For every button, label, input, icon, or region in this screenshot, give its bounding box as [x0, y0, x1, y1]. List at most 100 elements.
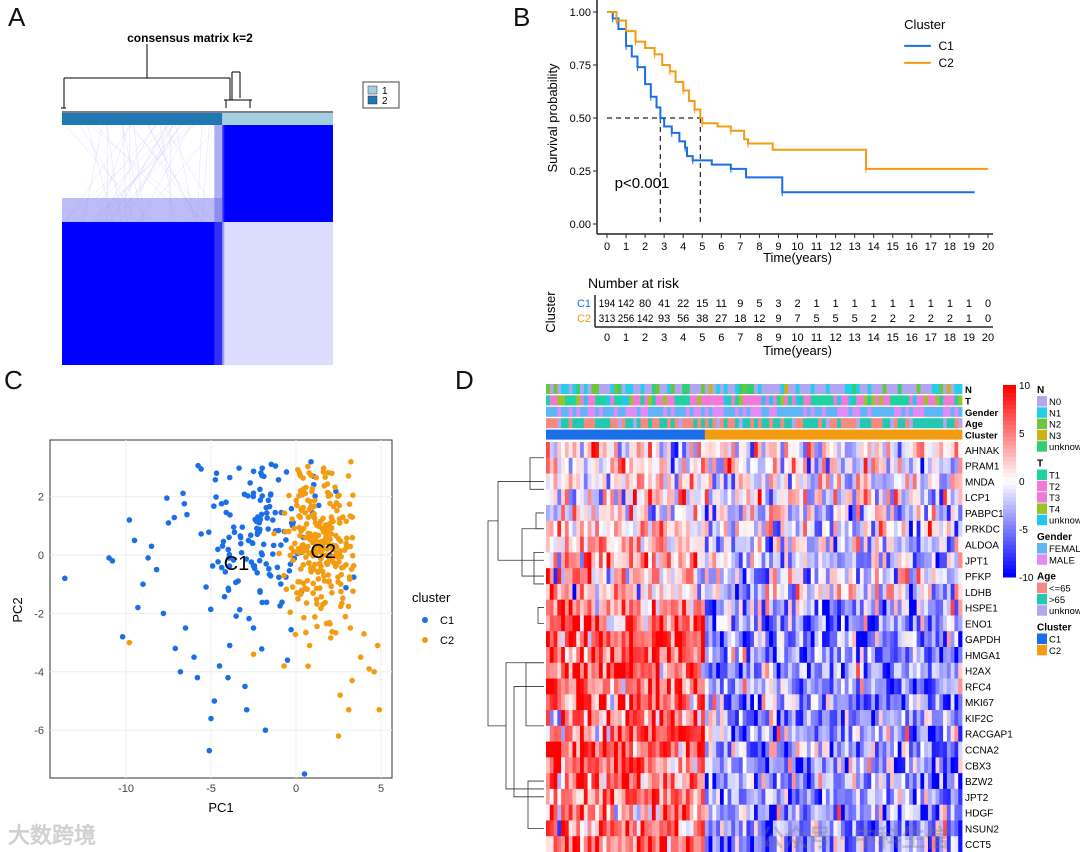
y-tick-label: 0.00	[570, 219, 591, 231]
heatmap-cell	[871, 741, 876, 758]
annotation-cell	[844, 395, 849, 406]
heatmap-cell	[875, 836, 880, 852]
heatmap-cell	[678, 820, 683, 837]
annotation-cell	[867, 418, 872, 429]
heatmap-cell	[746, 725, 751, 743]
heatmap-cell	[670, 678, 675, 695]
heatmap-cell	[716, 505, 721, 522]
heatmap-cell	[682, 647, 687, 664]
heatmap-cell	[614, 694, 619, 711]
heatmap-cell	[670, 599, 675, 616]
heatmap-cell	[621, 694, 626, 711]
gene-label: JPT2	[965, 793, 989, 804]
heatmap-cell	[772, 599, 778, 616]
heatmap-cell	[557, 788, 562, 806]
heatmap-cell	[640, 725, 645, 743]
heatmap-cell	[610, 583, 615, 601]
heatmap-cell	[927, 599, 933, 616]
heatmap-cell	[583, 836, 588, 852]
heatmap-cell	[576, 820, 581, 837]
heatmap-cell	[788, 457, 793, 474]
heatmap-cell	[580, 757, 585, 774]
heatmap-cell	[886, 788, 891, 806]
heatmap-cell	[806, 773, 812, 790]
heatmap-cell	[561, 568, 566, 585]
heatmap-cell	[829, 536, 834, 553]
heatmap-cell	[848, 442, 853, 459]
risk-table-title: Number at risk	[588, 275, 680, 291]
heatmap-cell	[682, 662, 687, 679]
heatmap-cell	[833, 678, 838, 695]
heatmap-cell	[890, 788, 895, 806]
heatmap-cell	[829, 647, 834, 664]
heatmap-cell	[716, 552, 721, 569]
heatmap-cell	[546, 536, 551, 553]
heatmap-cell	[723, 583, 728, 601]
point-c1	[245, 537, 252, 544]
heatmap-cell	[893, 489, 899, 506]
annotation-cell	[806, 418, 812, 429]
heatmap-cell	[697, 820, 702, 837]
annotation-cell	[814, 418, 819, 429]
heatmap-cell	[697, 599, 702, 616]
annotation-cell	[617, 384, 623, 394]
heatmap-cell	[549, 520, 554, 538]
heatmap-cell	[629, 489, 634, 506]
heatmap-cell	[761, 710, 766, 727]
annotation-cell	[788, 429, 793, 440]
heatmap-cell	[621, 520, 626, 538]
annotation-cell	[689, 429, 694, 440]
heatmap-cell	[663, 741, 668, 758]
heatmap-cell	[750, 694, 755, 711]
heatmap-cell	[916, 804, 921, 821]
annotation-cell	[614, 418, 619, 429]
annotation-cell	[852, 429, 857, 440]
heatmap-cell	[667, 568, 672, 585]
heatmap-cell	[568, 836, 573, 852]
heatmap-cell	[893, 536, 899, 553]
heatmap-cell	[814, 442, 819, 459]
heatmap-cell	[803, 694, 808, 711]
heatmap-cell	[651, 457, 657, 474]
heatmap-cell	[719, 473, 725, 490]
heatmap-cell	[629, 757, 634, 774]
heatmap-cell	[670, 536, 675, 553]
heatmap-cell	[772, 536, 778, 553]
point-c1	[258, 511, 265, 518]
heatmap-cell	[557, 505, 562, 522]
heatmap-cell	[708, 836, 713, 852]
heatmap-cell	[939, 788, 944, 806]
heatmap-cell	[697, 583, 702, 601]
heatmap-cell	[651, 741, 657, 758]
heatmap-cell	[595, 631, 600, 648]
heatmap-cell	[825, 820, 831, 837]
heatmap-cell	[644, 678, 649, 695]
heatmap-cell	[886, 804, 891, 821]
annotation-cell	[697, 406, 702, 417]
heatmap-cell	[886, 631, 891, 648]
heatmap-cell	[583, 757, 588, 774]
heatmap-cell	[867, 757, 872, 774]
heatmap-cell	[651, 536, 657, 553]
heatmap-cell	[629, 820, 634, 837]
heatmap-cell	[784, 662, 789, 679]
heatmap-cell	[602, 520, 607, 538]
heatmap-cell	[875, 552, 880, 569]
heatmap-cell	[927, 552, 933, 569]
heatmap-cell	[924, 536, 929, 553]
heatmap-cell	[663, 662, 668, 679]
annotation-cell	[814, 395, 819, 406]
heatmap-cell	[780, 520, 785, 538]
heatmap-cell	[697, 836, 702, 852]
point-c2	[313, 542, 319, 549]
heatmap-cell	[738, 536, 744, 553]
heatmap-cell	[606, 536, 611, 553]
heatmap-cell	[667, 820, 672, 837]
risk-x-tick-label: 6	[718, 332, 724, 344]
heatmap-cell	[610, 615, 615, 632]
heatmap-cell	[568, 520, 573, 538]
heatmap-cell	[772, 820, 778, 837]
heatmap-cell	[848, 647, 853, 664]
heatmap-cell	[875, 568, 880, 585]
annotation-cell	[859, 406, 865, 417]
